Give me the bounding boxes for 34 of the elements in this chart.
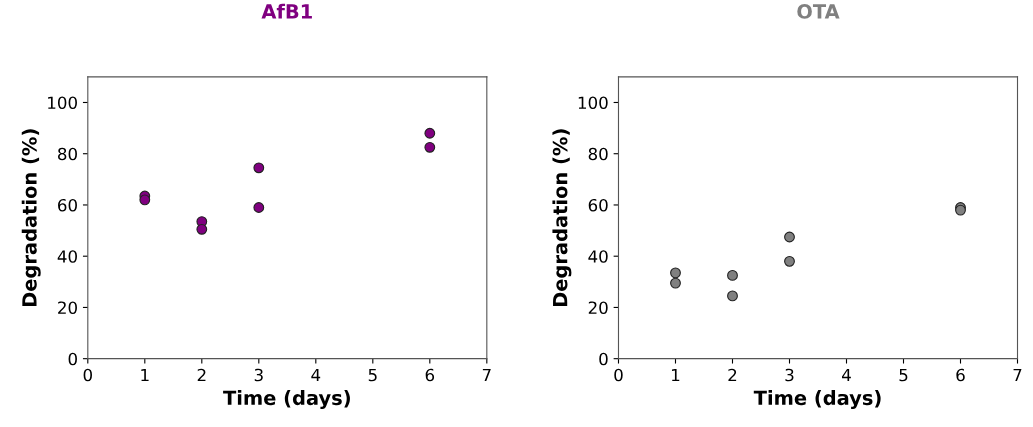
x-tick-label: 0 xyxy=(614,368,623,382)
x-tick-label: 4 xyxy=(311,368,321,382)
x-tick-label: 6 xyxy=(425,368,435,382)
x-tick-label: 4 xyxy=(842,368,851,382)
x-tick-label: 1 xyxy=(141,368,149,382)
y-tick-label: 60 xyxy=(58,198,77,212)
y-tick-label: 80 xyxy=(58,147,77,161)
x-tick-label: 5 xyxy=(899,368,908,382)
y-tick-label: 20 xyxy=(588,301,608,315)
x-tick-label: 2 xyxy=(197,368,206,382)
y-tick-label: 0 xyxy=(68,352,77,366)
x-tick-label: 1 xyxy=(672,368,680,382)
y-tick-label: 0 xyxy=(599,352,608,366)
chart-title: OTA xyxy=(797,4,840,19)
x-tick-label: 6 xyxy=(956,368,965,382)
y-tick-label: 100 xyxy=(578,96,608,110)
y-tick-label: 80 xyxy=(588,147,608,161)
x-tick-label: 2 xyxy=(728,368,737,382)
x-axis-title: Time (days) xyxy=(753,390,881,410)
x-tick-label: 7 xyxy=(1013,368,1022,382)
x-tick-label: 3 xyxy=(254,368,263,382)
y-axis-title: Degradation (%) xyxy=(21,129,41,307)
x-axis-title: Time (days) xyxy=(223,390,350,410)
y-tick-label: 100 xyxy=(48,96,77,110)
y-tick-label: 40 xyxy=(588,250,608,263)
y-tick-label: 40 xyxy=(57,250,77,263)
x-tick-label: 5 xyxy=(368,368,377,382)
chart-title: AfB1 xyxy=(261,3,312,19)
y-tick-label: 20 xyxy=(58,301,77,315)
y-tick-label: 60 xyxy=(588,198,608,212)
x-tick-label: 7 xyxy=(482,368,491,382)
y-axis-title: Degradation (%) xyxy=(552,129,572,307)
x-tick-label: 3 xyxy=(785,368,794,382)
x-tick-label: 0 xyxy=(83,368,92,382)
